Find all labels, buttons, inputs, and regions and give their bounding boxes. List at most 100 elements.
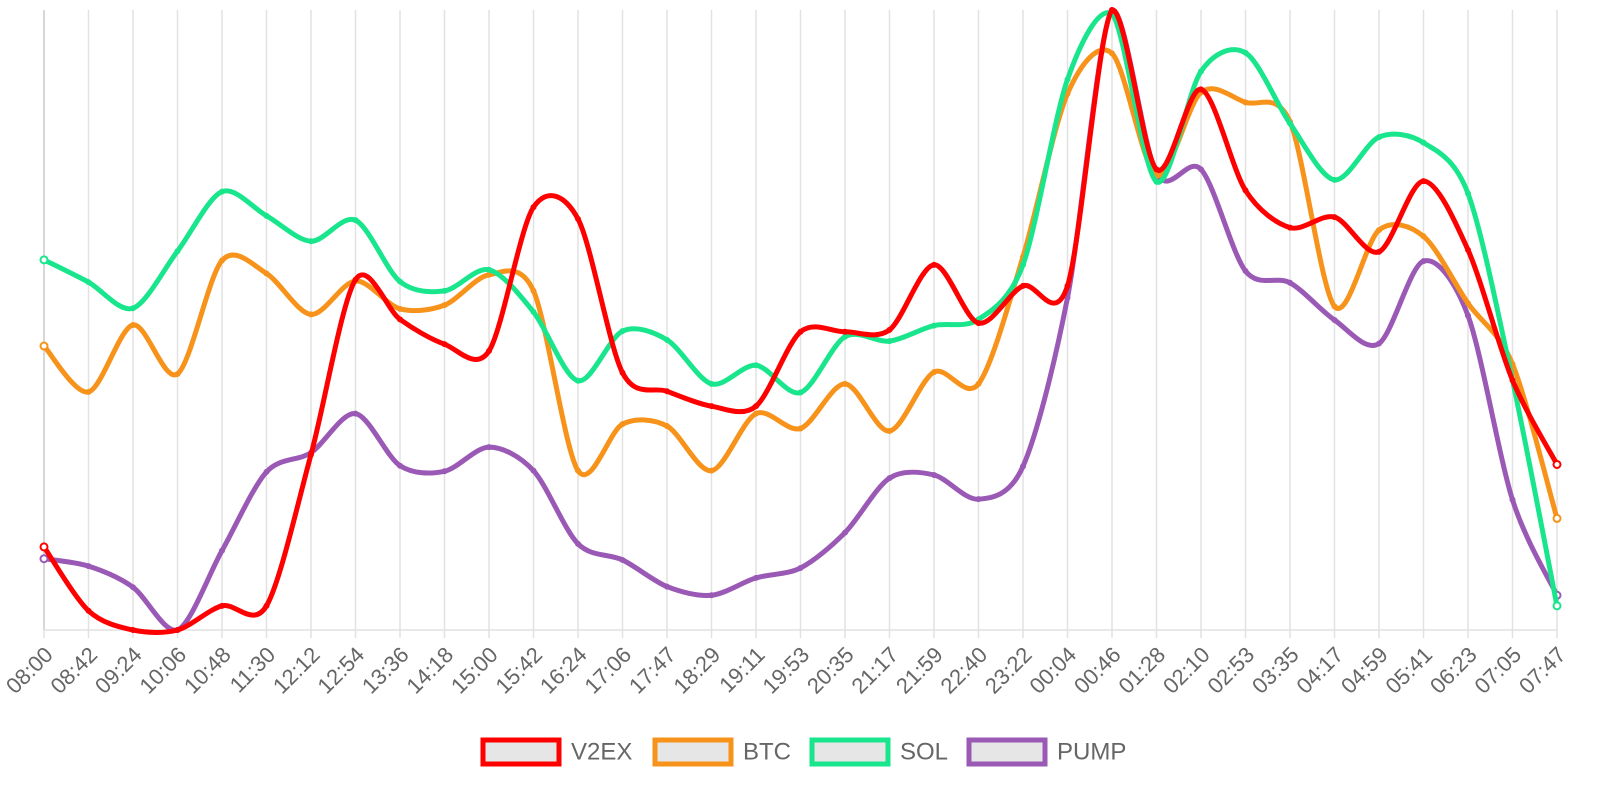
data-point-pump[interactable] [753, 574, 759, 581]
data-point-sol[interactable] [441, 287, 448, 294]
legend-item-btc[interactable]: BTC [652, 737, 791, 767]
data-point-sol[interactable] [619, 328, 626, 335]
data-point-v2ex[interactable] [263, 602, 270, 609]
data-point-sol[interactable] [931, 322, 937, 329]
data-point-sol[interactable] [575, 377, 581, 384]
data-point-v2ex[interactable] [486, 348, 492, 354]
data-point-v2ex[interactable] [1064, 282, 1071, 289]
data-point-v2ex[interactable] [85, 607, 92, 614]
data-point-sol[interactable] [842, 333, 848, 340]
data-point-sol[interactable] [1376, 134, 1382, 141]
data-point-pump[interactable] [1331, 317, 1338, 323]
data-point-sol[interactable] [1242, 49, 1249, 56]
data-point-pump[interactable] [263, 468, 270, 475]
data-point-pump[interactable] [397, 462, 403, 469]
legend-item-pump[interactable]: PUMP [966, 737, 1126, 767]
data-point-pump[interactable] [486, 444, 492, 451]
data-point-v2ex[interactable] [753, 403, 759, 410]
data-point-btc[interactable] [1331, 303, 1338, 310]
data-point-sol[interactable] [797, 389, 804, 396]
data-point-v2ex[interactable] [308, 451, 314, 458]
data-point-pump[interactable] [575, 540, 581, 547]
data-point-sol[interactable] [1064, 76, 1071, 83]
data-point-pump[interactable] [1198, 166, 1204, 173]
data-point-btc[interactable] [130, 321, 136, 328]
data-point-btc[interactable] [397, 305, 403, 312]
data-point-btc[interactable] [441, 302, 448, 309]
data-point-sol[interactable] [1420, 139, 1427, 146]
data-point-btc[interactable] [530, 287, 537, 294]
data-point-v2ex[interactable] [708, 403, 715, 410]
data-point-sol[interactable] [130, 305, 136, 312]
data-point-v2ex[interactable] [441, 341, 448, 348]
data-point-v2ex[interactable] [1153, 166, 1160, 173]
data-point-pump[interactable] [39, 554, 49, 564]
data-point-btc[interactable] [263, 270, 270, 277]
data-point-pump[interactable] [931, 472, 937, 478]
data-point-btc[interactable] [85, 388, 92, 395]
data-point-pump[interactable] [797, 565, 804, 571]
data-point-sol[interactable] [263, 212, 270, 219]
data-point-sol[interactable] [39, 255, 49, 265]
data-point-sol[interactable] [1198, 68, 1204, 75]
data-point-v2ex[interactable] [1509, 377, 1516, 384]
data-point-pump[interactable] [441, 468, 448, 475]
data-point-pump[interactable] [1420, 258, 1427, 265]
data-point-sol[interactable] [1153, 178, 1160, 185]
data-point-v2ex[interactable] [352, 276, 359, 283]
data-point-v2ex[interactable] [174, 627, 181, 633]
data-point-btc[interactable] [708, 467, 715, 474]
data-point-v2ex[interactable] [397, 316, 403, 323]
data-point-v2ex[interactable] [1020, 282, 1026, 289]
data-point-btc[interactable] [842, 380, 848, 387]
data-point-sol[interactable] [886, 338, 893, 345]
data-point-sol[interactable] [486, 266, 492, 273]
data-point-btc[interactable] [1376, 227, 1382, 234]
data-point-sol[interactable] [1331, 176, 1338, 183]
data-point-v2ex[interactable] [886, 326, 893, 333]
data-point-btc[interactable] [575, 467, 581, 474]
data-point-btc[interactable] [174, 370, 181, 377]
data-point-btc[interactable] [664, 423, 670, 430]
data-point-pump[interactable] [619, 556, 626, 563]
data-point-btc[interactable] [797, 425, 804, 432]
data-point-btc[interactable] [39, 341, 49, 351]
data-point-sol[interactable] [530, 308, 537, 315]
data-point-v2ex[interactable] [1420, 178, 1427, 185]
data-point-btc[interactable] [1552, 513, 1562, 523]
data-point-pump[interactable] [85, 563, 92, 570]
legend-item-sol[interactable]: SOL [809, 737, 948, 767]
data-point-v2ex[interactable] [1552, 459, 1562, 469]
data-point-btc[interactable] [1242, 99, 1249, 106]
data-point-sol[interactable] [1020, 261, 1026, 268]
data-point-sol[interactable] [397, 278, 403, 285]
data-point-v2ex[interactable] [842, 328, 848, 335]
data-point-pump[interactable] [664, 583, 670, 590]
data-point-pump[interactable] [530, 467, 537, 474]
data-point-sol[interactable] [352, 217, 359, 224]
data-point-pump[interactable] [886, 475, 893, 482]
data-point-btc[interactable] [753, 410, 759, 417]
data-point-v2ex[interactable] [975, 320, 982, 327]
data-point-pump[interactable] [708, 592, 715, 599]
data-point-sol[interactable] [1552, 601, 1562, 611]
data-point-v2ex[interactable] [575, 215, 581, 222]
data-point-pump[interactable] [1465, 312, 1471, 319]
data-point-v2ex[interactable] [130, 627, 136, 633]
data-point-btc[interactable] [975, 380, 982, 387]
data-point-sol[interactable] [308, 238, 314, 245]
data-point-sol[interactable] [219, 188, 225, 195]
data-point-v2ex[interactable] [530, 204, 537, 211]
data-point-btc[interactable] [931, 369, 937, 376]
legend-item-v2ex[interactable]: V2EX [480, 737, 632, 767]
data-point-sol[interactable] [753, 362, 759, 369]
data-point-v2ex[interactable] [1465, 246, 1471, 253]
data-point-v2ex[interactable] [619, 369, 626, 376]
data-point-btc[interactable] [486, 271, 492, 278]
data-point-pump[interactable] [975, 496, 982, 503]
data-point-sol[interactable] [85, 279, 92, 286]
data-point-pump[interactable] [130, 584, 136, 591]
data-point-v2ex[interactable] [664, 388, 670, 395]
data-point-pump[interactable] [219, 547, 225, 554]
data-point-btc[interactable] [1420, 233, 1427, 240]
